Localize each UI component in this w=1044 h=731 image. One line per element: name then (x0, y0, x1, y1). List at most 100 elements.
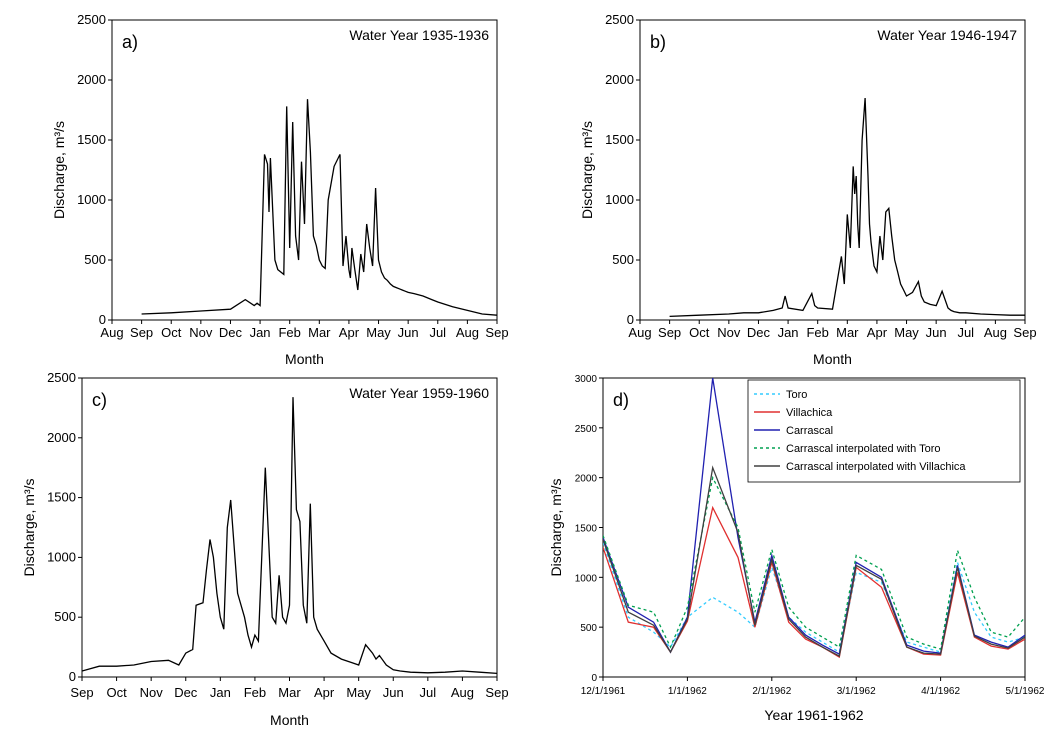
panel-label: d) (613, 390, 629, 410)
x-tick-label: Jul (429, 325, 446, 340)
x-tick-label: Sep (658, 325, 681, 340)
x-tick-label: Nov (189, 325, 213, 340)
y-tick-label: 2000 (77, 72, 106, 87)
x-tick-label: May (346, 685, 371, 700)
x-tick-label: 12/1/1961 (581, 686, 626, 697)
panel-c: 0 500 1000 1500 2000 2500 Sep Oct Nov Dec Jan Feb Ma… (21, 370, 509, 728)
x-tick-label: 5/1/1962 (1006, 686, 1044, 697)
panel-label: a) (122, 32, 138, 52)
x-tick-label: Dec (747, 325, 771, 340)
x-tick-label: Oct (689, 325, 710, 340)
y-tick-label: 0 (591, 673, 597, 684)
y-tick-label: 1000 (605, 192, 634, 207)
x-tick-label: Jan (210, 685, 231, 700)
y-tick-label: 2000 (575, 474, 598, 485)
x-tick-label: Apr (314, 685, 335, 700)
series-line-1 (141, 99, 497, 316)
panel-label: c) (92, 390, 107, 410)
x-axis-label: Year 1961-1962 (764, 707, 863, 723)
y-tick-label: 0 (99, 312, 106, 327)
x-tick-label: Aug (456, 325, 479, 340)
x-tick-label: Aug (984, 325, 1007, 340)
y-tick-label: 1500 (605, 132, 634, 147)
x-tick-label: Feb (278, 325, 300, 340)
series-line-1 (669, 97, 1025, 318)
y-tick-label: 2500 (575, 424, 598, 435)
x-tick-label: Mar (308, 325, 331, 340)
series-line-5 (603, 465, 1025, 658)
y-axis-label: Discharge, m³/s (51, 121, 67, 219)
x-tick-label: 3/1/1962 (837, 686, 876, 697)
panel-title: Water Year 1946-1947 (877, 27, 1017, 43)
y-tick-label: 0 (627, 312, 634, 327)
x-tick-label: Mar (836, 325, 859, 340)
x-tick-label: Sep (70, 685, 93, 700)
legend-label: Carrascal interpolated with Villachica (786, 461, 966, 473)
y-tick-label: 500 (612, 252, 634, 267)
y-tick-label: 1000 (575, 573, 598, 584)
x-tick-label: Aug (100, 325, 123, 340)
x-tick-label: Sep (1013, 325, 1036, 340)
panel-title: Water Year 1959-1960 (349, 385, 489, 401)
y-tick-label: 1500 (47, 490, 76, 505)
y-axis-label: Discharge, m³/s (548, 478, 564, 576)
x-axis-label: Month (285, 351, 324, 367)
x-axis-label: Month (270, 712, 309, 728)
y-tick-label: 500 (84, 252, 106, 267)
y-tick-label: 3000 (575, 374, 598, 385)
legend-label: Carrascal (786, 425, 833, 437)
y-tick-label: 1500 (575, 524, 598, 535)
x-tick-label: 2/1/1962 (752, 686, 791, 697)
plot-frame (111, 19, 498, 321)
x-tick-label: Aug (451, 685, 474, 700)
legend-box (747, 379, 1021, 483)
series-line-1 (82, 397, 497, 675)
panel-title: Water Year 1935-1936 (349, 27, 489, 43)
x-tick-label: Dec (174, 685, 198, 700)
x-axis-label: Month (813, 351, 852, 367)
y-tick-label: 2500 (605, 12, 634, 27)
panel-d: 0 500 1000 1500 2000 2500 3000 12/1/1961 1/1/196… (548, 374, 1044, 723)
y-tick-label: 2500 (47, 370, 76, 385)
x-tick-label: Jun (383, 685, 404, 700)
plot-frame (81, 377, 498, 678)
y-tick-label: 2500 (77, 12, 106, 27)
legend-label: Toro (786, 389, 807, 401)
y-tick-label: 2000 (47, 430, 76, 445)
x-tick-label: Sep (130, 325, 153, 340)
panel-label: b) (650, 32, 666, 52)
x-tick-label: Aug (628, 325, 651, 340)
y-tick-label: 500 (580, 623, 597, 634)
y-tick-label: 1500 (77, 132, 106, 147)
x-tick-label: Apr (867, 325, 888, 340)
x-tick-label: Apr (339, 325, 360, 340)
x-tick-label: Feb (244, 685, 266, 700)
y-tick-label: 1000 (77, 192, 106, 207)
y-tick-label: 2000 (605, 72, 634, 87)
x-tick-label: Jun (398, 325, 419, 340)
series-line-1 (603, 542, 1025, 654)
x-tick-label: Dec (219, 325, 243, 340)
y-axis-label: Discharge, m³/s (21, 478, 37, 576)
x-tick-label: Feb (806, 325, 828, 340)
panel-a: 0 500 1000 1500 2000 2500 Aug Sep Oct Nov Dec Jan Fe… (51, 12, 509, 367)
y-tick-label: 500 (54, 609, 76, 624)
x-tick-label: Jan (778, 325, 799, 340)
plot-frame (639, 19, 1026, 321)
x-tick-label: Nov (717, 325, 741, 340)
x-tick-label: Oct (161, 325, 182, 340)
x-tick-label: Jan (250, 325, 271, 340)
x-tick-label: Mar (278, 685, 301, 700)
x-tick-label: 4/1/1962 (921, 686, 960, 697)
legend-label: Villachica (786, 407, 833, 419)
y-tick-label: 1000 (47, 549, 76, 564)
x-tick-label: Sep (485, 685, 508, 700)
x-tick-label: May (894, 325, 919, 340)
x-tick-label: Sep (485, 325, 508, 340)
y-axis-label: Discharge, m³/s (579, 121, 595, 219)
series-line-4 (603, 475, 1025, 650)
x-tick-label: Nov (140, 685, 164, 700)
x-tick-label: Jul (420, 685, 437, 700)
x-tick-label: May (366, 325, 391, 340)
